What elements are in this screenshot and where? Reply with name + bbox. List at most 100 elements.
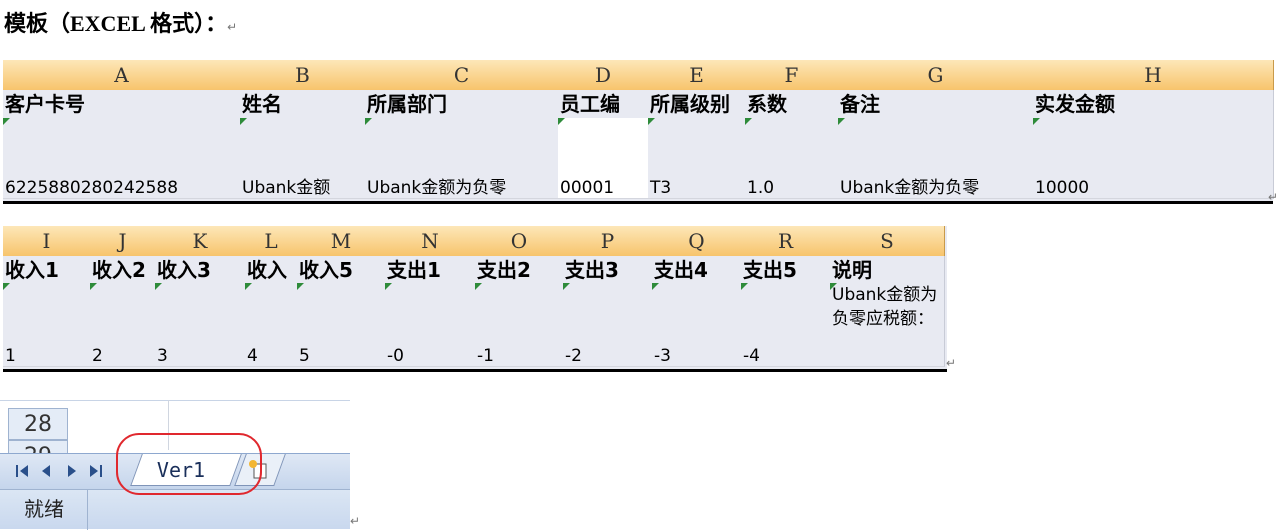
spreadsheet-table: A 客户卡号 6225880280242588 B 姓名 Ubank金额 C 所属部门 Uban… [3,60,1274,204]
comment-marker [90,283,97,290]
grid [0,400,350,456]
heading-text: 模板（EXCEL 格式）： [4,11,228,36]
header-cell: 员工编 [558,90,649,119]
header-cell: 支出5 [741,256,831,284]
data-cell: 2 [90,283,156,367]
cell-text: Ubank金额为负零应税额： [832,285,938,329]
cell-text: 客户卡号 [5,92,85,116]
column-header: C [365,60,559,91]
row-header: 29 [8,440,68,454]
cell-text: Ubank金额为负零 [367,178,507,198]
comment-marker [648,118,655,125]
cell-text: 10000 [1035,178,1090,198]
column-header: D [558,60,649,91]
cell-text: 支出4 [654,258,708,282]
comment-marker [3,118,10,125]
comment-marker [652,283,659,290]
highlight-ellipse [116,433,262,495]
header-cell: 支出2 [475,256,564,284]
column-header: S [830,226,945,257]
comment-marker [245,283,252,290]
cell-text: 所属级别 [650,92,730,116]
comment-marker [563,283,570,290]
comment-marker [475,283,482,290]
column-header: M [297,226,386,257]
excel-snippet: 28 29 Ver1 就绪 [0,400,350,530]
header-cell: 收入5 [297,256,386,284]
comment-marker [3,283,10,290]
header-cell: 系数 [745,90,839,119]
comment-marker [745,118,752,125]
column-header: P [563,226,653,257]
cell-text: 收入3 [157,258,211,282]
nav-buttons[interactable] [14,454,154,490]
data-cell: Ubank金额为负零 [838,118,1034,199]
column-header: E [648,60,746,91]
cell-text: 收入1 [5,258,59,282]
data-cell: 3 [155,283,246,367]
header-cell: 姓名 [240,90,366,119]
data-cell: Ubank金额为负零应税额： [830,283,945,367]
cell-text: Ubank金额 [242,178,331,198]
cell-text: -1 [477,346,494,366]
cell-text: 收入2 [92,258,146,282]
data-cell: 5 [297,283,386,367]
paragraph-mark: ↵ [946,356,957,370]
cell-text: 支出3 [565,258,619,282]
status-label: 就绪 [24,497,64,521]
cell-text: 支出2 [477,258,531,282]
comment-marker [240,118,247,125]
column-header: F [745,60,839,91]
comment-marker [155,283,162,290]
cell-text: 00001 [560,178,615,198]
cell-text: 备注 [840,92,880,116]
comment-marker [365,118,372,125]
status-text: 就绪 [8,490,88,530]
data-cell: 00001 [558,118,649,199]
comment-marker [741,283,748,290]
header-cell: 支出3 [563,256,653,284]
header-cell: 收入3 [155,256,246,284]
data-cell: 1.0 [745,118,839,199]
cell-text: -4 [743,346,760,366]
cell-text: 员工编 [560,92,620,116]
header-cell: 支出1 [385,256,476,284]
cell-text: 支出1 [387,258,441,282]
cell-text: -0 [387,346,404,366]
cell-text: 2 [92,346,103,366]
row-header: 28 [8,408,68,440]
data-cell: 4 [245,283,298,367]
cell-text: 5 [299,346,310,366]
cell-text: 系数 [747,92,787,116]
comment-marker [1033,118,1040,125]
sheet-tab[interactable]: Ver1 [136,458,226,482]
data-cell: -0 [385,283,476,367]
spreadsheet-table: I 收入1 1 J 收入2 2 K 收入3 3 L 收入 4 M 收入5 5 N 支出1 -0 O 支出2 -1 P 支出3… [3,226,947,372]
header-cell: 收入1 [3,256,91,284]
paragraph-mark: ↵ [227,20,238,34]
column-header: A [3,60,241,91]
data-cell: 6225880280242588 [3,118,241,199]
header-cell: 收入 [245,256,298,284]
comment-marker [830,283,837,290]
header-cell: 说明 [830,256,945,284]
data-cell: Ubank金额 [240,118,366,199]
cell-text: 3 [157,346,168,366]
comment-marker [558,118,565,125]
tab-label: Ver1 [156,458,206,482]
cell-text: 实发金额 [1035,92,1115,116]
cell-text: 支出5 [743,258,797,282]
column-header: K [155,226,246,257]
column-header: B [240,60,366,91]
column-header: R [741,226,831,257]
cell-text: 所属部门 [367,92,447,116]
header-cell: 所属级别 [648,90,746,119]
header-cell: 实发金额 [1033,90,1274,119]
data-cell: -1 [475,283,564,367]
row-number: 29 [24,444,52,453]
data-cell: Ubank金额为负零 [365,118,559,199]
column-header: J [90,226,156,257]
header-cell: 支出4 [652,256,742,284]
cell-text: 1.0 [747,178,775,198]
cell-text: T3 [650,178,672,198]
